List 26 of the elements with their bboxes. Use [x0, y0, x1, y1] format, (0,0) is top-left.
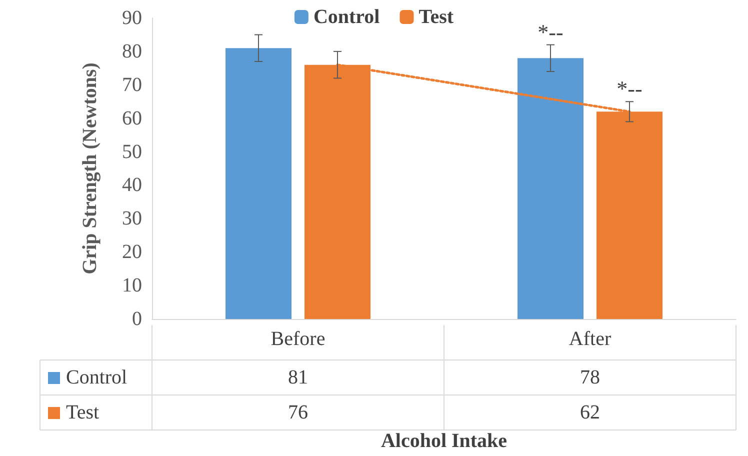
data-label: 76 [288, 402, 308, 424]
y-tick-label: 30 [122, 208, 142, 230]
text: Test [66, 402, 100, 424]
y-tick-label: 90 [122, 7, 142, 29]
y-tick-label: 50 [122, 140, 142, 163]
x-tick-label: Before [270, 328, 326, 350]
annotation: *-- [538, 19, 564, 44]
bar [518, 58, 584, 319]
x-tick-label: After [568, 328, 612, 350]
y-tick-label: 60 [122, 107, 142, 130]
y-tick-label: 40 [122, 174, 142, 196]
y-tick-label: 20 [122, 241, 142, 264]
legend-label: Control [313, 6, 380, 28]
bar [226, 48, 292, 319]
y-tick-label: 80 [122, 40, 142, 62]
legend-label: Test [418, 6, 454, 28]
y-tick-label: 70 [122, 74, 142, 96]
y-tick-label: 0 [132, 308, 142, 330]
annotation: *-- [616, 76, 642, 102]
y-axis-title: Grip Strength (Newtons) [79, 62, 101, 274]
data-label: 78 [580, 366, 600, 388]
text: Control [66, 366, 128, 388]
x-axis-title: Alcohol Intake [380, 430, 508, 452]
data-label: 62 [580, 402, 600, 424]
y-tick-label: 10 [122, 274, 142, 297]
data-label: 81 [288, 366, 308, 388]
